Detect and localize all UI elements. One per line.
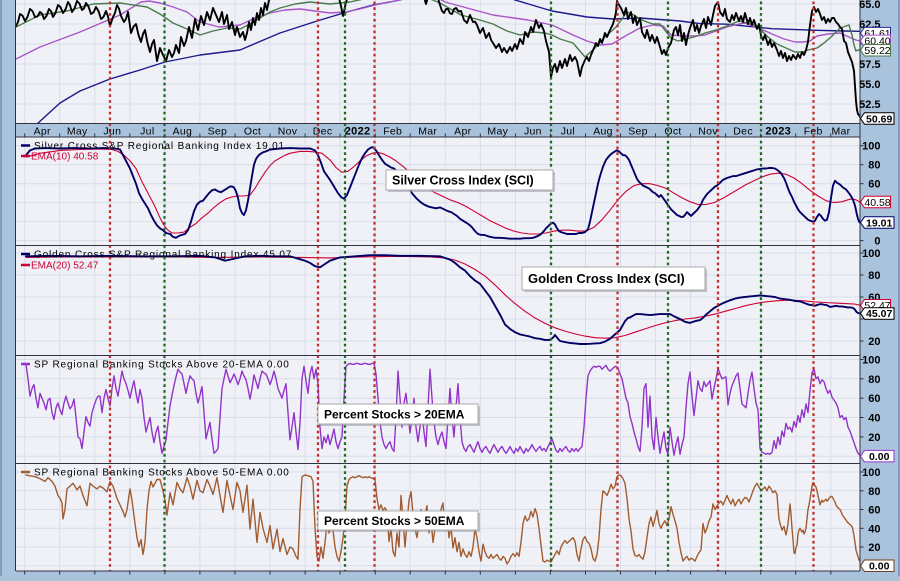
svg-text:Jun: Jun <box>103 126 121 138</box>
svg-text:Golden Cross S&P Regional Bank: Golden Cross S&P Regional Banking Index … <box>34 250 292 261</box>
svg-text:Apr: Apr <box>454 126 471 138</box>
svg-text:Mar: Mar <box>418 126 437 138</box>
svg-text:100: 100 <box>862 248 880 260</box>
svg-text:0.00: 0.00 <box>869 451 890 463</box>
svg-text:Sep: Sep <box>208 126 228 138</box>
svg-text:100: 100 <box>862 467 880 479</box>
svg-text:Sep: Sep <box>628 126 648 138</box>
svg-text:Nov: Nov <box>278 126 298 138</box>
svg-text:EMA(20) 52.47: EMA(20) 52.47 <box>31 261 99 272</box>
svg-text:40.58: 40.58 <box>864 197 890 209</box>
svg-text:SP Regional Banking Stocks Abo: SP Regional Banking Stocks Above 20-EMA … <box>34 360 290 371</box>
svg-text:Golden Cross Index (SCI): Golden Cross Index (SCI) <box>528 271 685 286</box>
svg-text:20: 20 <box>868 542 880 554</box>
svg-text:80: 80 <box>868 270 880 282</box>
svg-text:59.22: 59.22 <box>864 45 890 57</box>
svg-text:60: 60 <box>868 179 880 191</box>
svg-text:Silver Cross S&P Regional Bank: Silver Cross S&P Regional Banking Index … <box>34 141 285 152</box>
svg-text:80: 80 <box>868 374 880 386</box>
svg-text:Mar: Mar <box>832 126 851 138</box>
svg-text:50.69: 50.69 <box>866 113 892 125</box>
svg-text:EMA(10) 40.58: EMA(10) 40.58 <box>31 152 99 163</box>
svg-text:2023: 2023 <box>765 126 791 138</box>
svg-text:80: 80 <box>868 160 880 172</box>
svg-text:Percent Stocks > 50EMA: Percent Stocks > 50EMA <box>324 514 465 528</box>
svg-text:52.5: 52.5 <box>859 99 880 111</box>
svg-text:Jul: Jul <box>140 126 154 138</box>
svg-text:Jun: Jun <box>524 126 542 138</box>
svg-text:Aug: Aug <box>593 126 613 138</box>
svg-text:Nov: Nov <box>698 126 718 138</box>
svg-text:Dec: Dec <box>313 126 333 138</box>
svg-text:0.00: 0.00 <box>869 561 890 573</box>
svg-text:May: May <box>487 126 508 138</box>
svg-text:40: 40 <box>868 523 880 535</box>
svg-text:Feb: Feb <box>804 126 823 138</box>
svg-text:55.0: 55.0 <box>859 79 880 91</box>
svg-text:57.5: 57.5 <box>859 59 880 71</box>
svg-text:19.01: 19.01 <box>866 217 892 229</box>
svg-text:45.07: 45.07 <box>866 308 892 320</box>
svg-text:20: 20 <box>868 432 880 444</box>
svg-text:100: 100 <box>862 141 880 153</box>
svg-text:Feb: Feb <box>383 126 402 138</box>
svg-text:Apr: Apr <box>34 126 51 138</box>
svg-text:Dec: Dec <box>733 126 753 138</box>
svg-text:SP Regional Banking Stocks Abo: SP Regional Banking Stocks Above 50-EMA … <box>34 468 290 479</box>
svg-text:60: 60 <box>868 393 880 405</box>
svg-text:2022: 2022 <box>345 126 371 138</box>
svg-text:60: 60 <box>868 505 880 517</box>
svg-text:40: 40 <box>868 413 880 425</box>
svg-text:May: May <box>67 126 88 138</box>
svg-text:0: 0 <box>874 236 880 248</box>
svg-text:Aug: Aug <box>173 126 193 138</box>
svg-text:Percent Stocks > 20EMA: Percent Stocks > 20EMA <box>324 408 465 422</box>
svg-text:100: 100 <box>862 355 880 367</box>
svg-text:Silver Cross Index (SCI): Silver Cross Index (SCI) <box>392 174 534 188</box>
svg-text:65.0: 65.0 <box>859 0 880 11</box>
svg-text:80: 80 <box>868 486 880 498</box>
svg-text:Oct: Oct <box>664 126 681 138</box>
svg-text:Oct: Oct <box>244 126 261 138</box>
svg-text:20: 20 <box>868 336 880 348</box>
svg-text:Jul: Jul <box>561 126 575 138</box>
